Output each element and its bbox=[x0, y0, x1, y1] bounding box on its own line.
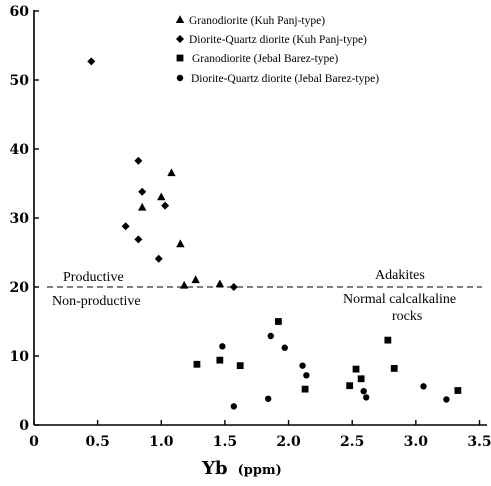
x-axis-label-unit: (ppm) bbox=[238, 463, 282, 478]
square-point bbox=[236, 362, 244, 370]
x-tick-label: 2.0 bbox=[276, 434, 301, 450]
circle-point bbox=[360, 387, 367, 395]
square-point bbox=[352, 365, 360, 373]
circle-point bbox=[363, 394, 370, 401]
legend-entry-label: Granodiorite (Jebal Barez-type) bbox=[192, 53, 338, 65]
annotation-adakites: Adakites bbox=[375, 268, 425, 283]
legend-entry-label: Granodiorite (Kuh Panj-type) bbox=[189, 15, 325, 27]
annotation-productive: Productive bbox=[63, 270, 124, 285]
circle-point bbox=[443, 396, 450, 403]
square-point bbox=[301, 385, 309, 393]
square-point bbox=[390, 365, 398, 372]
triangle-point bbox=[137, 202, 147, 211]
square-point bbox=[346, 382, 354, 390]
y-tick-label: 20 bbox=[10, 280, 30, 296]
circle-point bbox=[281, 344, 288, 351]
legend-square-icon bbox=[176, 54, 184, 62]
triangle-point bbox=[176, 239, 185, 248]
diamond-point bbox=[161, 201, 170, 210]
legend: Granodiorite (Kuh Panj-type) Diorite-Quar… bbox=[175, 15, 379, 85]
circle-point bbox=[230, 403, 238, 410]
y-tick-label: 60 bbox=[10, 4, 30, 20]
legend-triangle-icon bbox=[175, 15, 185, 23]
diamond-point bbox=[134, 156, 143, 165]
y-tick-label: 10 bbox=[10, 349, 30, 365]
x-tick-label: 1.5 bbox=[213, 434, 237, 450]
y-tick-label: 0 bbox=[19, 418, 29, 434]
x-axis-label-main: Yb bbox=[201, 458, 227, 479]
data-points bbox=[87, 57, 462, 410]
diamond-point bbox=[138, 187, 147, 196]
triangle-point bbox=[215, 279, 225, 288]
circle-point bbox=[265, 395, 272, 402]
legend-entry-label: Diorite-Quartz diorite (Jebal Barez-type… bbox=[191, 73, 379, 85]
y-tick-label: 40 bbox=[10, 142, 30, 158]
y-tick-label: 50 bbox=[10, 73, 30, 89]
square-point bbox=[384, 336, 392, 344]
x-tick-label: 0.5 bbox=[85, 434, 109, 450]
diamond-point bbox=[87, 57, 96, 66]
diamond-point bbox=[229, 283, 238, 291]
diamond-point bbox=[154, 254, 163, 263]
circle-point bbox=[267, 332, 274, 340]
x-tick-label: 3.0 bbox=[404, 434, 429, 450]
triangle-point bbox=[157, 192, 166, 201]
diamond-point bbox=[134, 235, 143, 244]
triangle-point bbox=[179, 280, 189, 289]
square-point bbox=[193, 360, 201, 368]
annotation-rocks: rocks bbox=[392, 309, 422, 324]
triangle-point bbox=[191, 275, 200, 284]
triangle-point bbox=[167, 168, 176, 177]
square-point bbox=[216, 356, 224, 364]
circle-point bbox=[420, 383, 427, 390]
y-tick-group: 0 10 20 30 40 50 60 bbox=[10, 4, 39, 434]
circle-point bbox=[303, 372, 310, 379]
x-tick-label: 2.5 bbox=[340, 434, 364, 450]
x-tick-label: 0 bbox=[29, 434, 39, 450]
legend-entry-label: Diorite-Quartz diorite (Kuh Panj-type) bbox=[189, 34, 367, 46]
x-tick-label: 1.0 bbox=[149, 434, 174, 450]
diamond-point bbox=[121, 222, 130, 231]
annotation-non-productive: Non-productive bbox=[52, 294, 141, 309]
square-point bbox=[357, 375, 365, 383]
legend-diamond-icon bbox=[176, 35, 184, 43]
legend-circle-icon bbox=[176, 74, 184, 82]
annotation-normal-calcalkaline: Normal calcalkaline bbox=[343, 292, 456, 307]
x-axis-label: Yb (ppm) bbox=[201, 458, 282, 479]
y-tick-label: 30 bbox=[10, 211, 30, 227]
x-tick-group: 0 0.5 1.0 1.5 2.0 2.5 3.0 3.5 bbox=[29, 420, 491, 450]
circle-point bbox=[219, 343, 226, 350]
x-tick-label: 3.5 bbox=[467, 434, 491, 450]
circle-point bbox=[299, 362, 306, 369]
square-point bbox=[454, 387, 462, 394]
square-point bbox=[274, 318, 282, 325]
